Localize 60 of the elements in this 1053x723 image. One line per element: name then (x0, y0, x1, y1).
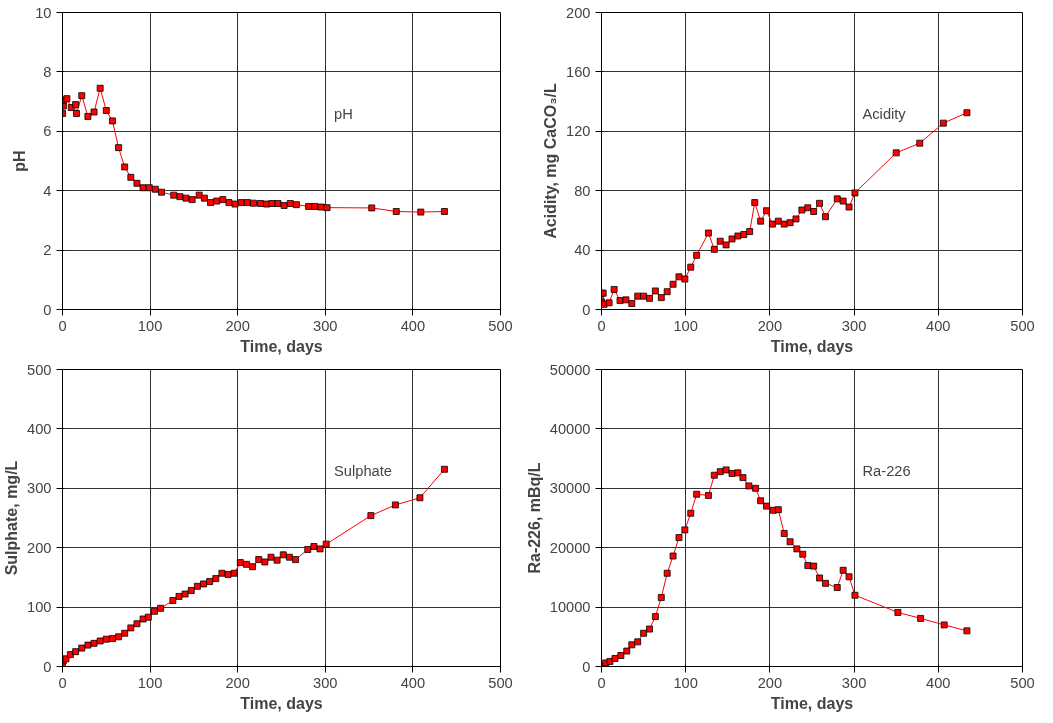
y-tick-label: 10000 (549, 599, 591, 616)
y-axis-title: pH (11, 150, 29, 172)
y-tick-label: 10 (35, 4, 52, 21)
x-axis-title: Time, days (240, 694, 323, 712)
annotation: Ra-226 (862, 463, 911, 480)
y-tick-label: 40 (574, 242, 591, 259)
y-tick-label: 4 (43, 182, 52, 199)
y-tick-label: 50000 (549, 361, 591, 378)
x-tick-label: 500 (1010, 317, 1035, 334)
y-tick-label: 0 (582, 658, 591, 675)
y-axis-title: Sulphate, mg/L (3, 460, 21, 576)
y-tick-label: 500 (27, 361, 52, 378)
y-tick-label: 0 (43, 301, 52, 318)
y-axis-title: Ra-226, mBq/L (525, 462, 543, 574)
x-tick-label: 300 (313, 674, 338, 691)
x-tick-label: 300 (841, 674, 867, 691)
y-axis-title: Acidity, mg CaCO₃/L (542, 82, 560, 239)
x-tick-label: 200 (225, 317, 250, 334)
x-tick-label: 300 (841, 317, 867, 334)
x-tick-label: 400 (400, 674, 426, 691)
y-tick-label: 120 (566, 123, 591, 140)
x-tick-label: 300 (313, 317, 338, 334)
y-tick-label: 200 (566, 4, 591, 21)
x-tick-label: 400 (400, 317, 426, 334)
y-tick-label: 100 (27, 599, 52, 616)
y-tick-label: 0 (43, 658, 52, 675)
y-tick-label: 400 (27, 420, 52, 437)
y-tick-label: 80 (574, 182, 591, 199)
y-tick-label: 0 (582, 301, 591, 318)
y-tick-label: 40000 (549, 420, 591, 437)
x-tick-label: 0 (58, 674, 67, 691)
x-tick-label: 200 (225, 674, 250, 691)
x-tick-label: 100 (673, 317, 698, 334)
y-tick-label: 200 (27, 539, 52, 556)
x-tick-label: 0 (597, 674, 606, 691)
x-tick-label: 100 (137, 317, 163, 334)
y-tick-label: 160 (566, 63, 591, 80)
annotation: Acidity (862, 106, 907, 123)
x-tick-label: 200 (757, 317, 783, 334)
x-tick-label: 0 (597, 317, 606, 334)
x-tick-label: 100 (673, 674, 698, 691)
y-tick-label: 300 (27, 480, 52, 497)
x-tick-label: 500 (488, 317, 513, 334)
y-tick-label: 2 (43, 242, 52, 259)
x-axis-title: Time, days (240, 337, 323, 355)
x-tick-label: 500 (488, 674, 513, 691)
x-axis-title: Time, days (770, 694, 854, 712)
x-tick-label: 200 (757, 674, 783, 691)
y-tick-label: 6 (43, 123, 52, 140)
y-tick-label: 30000 (549, 480, 591, 497)
y-tick-label: 20000 (549, 539, 591, 556)
x-tick-label: 500 (1010, 674, 1035, 691)
x-tick-label: 400 (926, 674, 951, 691)
x-tick-label: 0 (58, 317, 67, 334)
annotation: Sulphate (334, 463, 392, 480)
x-tick-label: 100 (137, 674, 163, 691)
annotation: pH (334, 106, 353, 123)
x-tick-label: 400 (926, 317, 951, 334)
x-axis-title: Time, days (770, 337, 854, 355)
y-tick-label: 8 (43, 63, 52, 80)
